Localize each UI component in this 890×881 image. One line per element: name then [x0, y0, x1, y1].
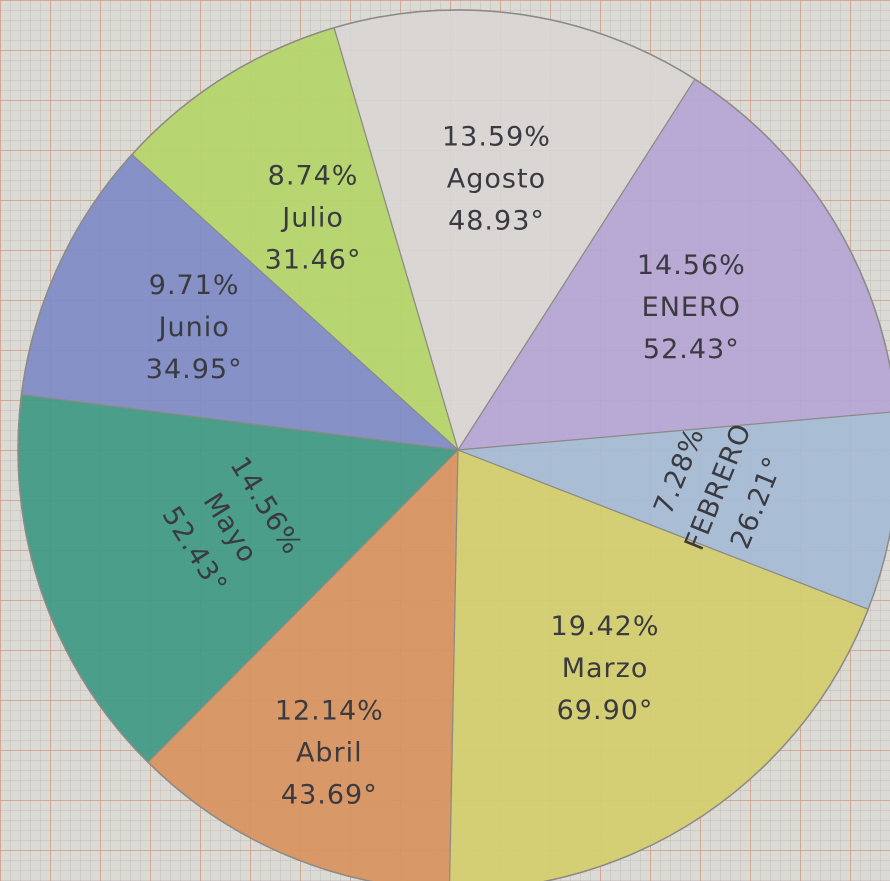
- slice-percent-label: 13.59%: [442, 121, 551, 152]
- slice-degrees-label: 69.90°: [557, 695, 654, 726]
- slice-label-group: 13.59% Agosto 48.93°: [442, 121, 551, 236]
- slice-percent-label: 19.42%: [551, 611, 660, 642]
- slice-percent-label: 9.71%: [149, 270, 240, 301]
- slice-label-group: 9.71% Junio 34.95°: [146, 270, 243, 385]
- slice-percent-label: 14.56%: [637, 250, 746, 281]
- slice-label-group: 14.56% ENERO 52.43°: [637, 250, 746, 365]
- slice-degrees-label: 31.46°: [265, 244, 362, 275]
- slice-month-label: Julio: [280, 202, 344, 233]
- slice-label-group: 12.14% Abril 43.69°: [275, 695, 384, 810]
- slice-degrees-label: 52.43°: [643, 334, 740, 365]
- slice-month-label: Abril: [296, 737, 363, 768]
- slice-degrees-label: 34.95°: [146, 354, 243, 385]
- pie-outline: [17, 9, 890, 881]
- slice-degrees-label: 43.69°: [281, 779, 378, 810]
- slice-label-group: 19.42% Marzo 69.90°: [551, 611, 660, 726]
- pie-labels: 14.56% ENERO 52.43° 13.59% Agosto 48.93° 8.74%…: [146, 121, 790, 810]
- slice-month-label: Agosto: [447, 163, 546, 194]
- slice-percent-label: 12.14%: [275, 695, 384, 726]
- slice-label-group: 8.74% Julio 31.46°: [265, 160, 362, 275]
- slice-month-label: Junio: [157, 312, 230, 343]
- pie-slices: [17, 9, 890, 881]
- slice-percent-label: 8.74%: [268, 160, 359, 191]
- slice-degrees-label: 48.93°: [448, 205, 545, 236]
- slice-month-label: Marzo: [562, 653, 649, 684]
- slice-month-label: ENERO: [642, 292, 741, 323]
